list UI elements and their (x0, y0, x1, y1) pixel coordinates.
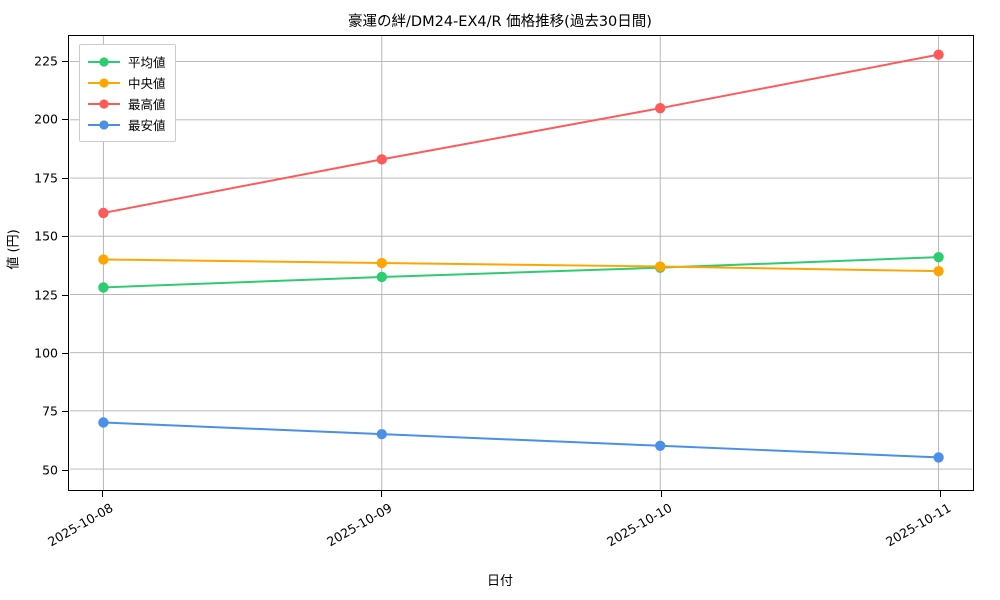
data-point-marker (933, 265, 944, 277)
legend-label: 最高値 (128, 97, 166, 112)
y-tick-mark (62, 177, 68, 179)
plot-area (68, 35, 974, 491)
data-point-marker (655, 261, 666, 272)
data-point-marker (376, 428, 387, 440)
data-point-marker (933, 452, 944, 463)
y-axis-tick-marks (0, 35, 68, 491)
legend-item-0[interactable]: 平均値 (87, 51, 166, 72)
series-line-3 (102, 421, 940, 459)
series-line-1 (102, 258, 940, 273)
data-point-marker (376, 271, 387, 283)
data-point-marker (655, 102, 666, 114)
x-tick-mark (660, 491, 662, 497)
y-tick-label: 175 (34, 170, 58, 186)
chart-legend: 平均値中央値最高値最安値 (79, 44, 176, 142)
chart-title: 豪運の絆/DM24-EX4/R 価格推移(過去30日間) (348, 14, 652, 30)
y-tick-label: 125 (34, 287, 58, 303)
y-tick-mark (62, 469, 68, 471)
y-tick-mark (62, 236, 68, 238)
legend-swatch-icon (88, 56, 120, 67)
y-tick-mark (62, 119, 68, 121)
legend-item-3[interactable]: 最安値 (87, 114, 166, 135)
x-tick-mark (381, 491, 383, 497)
x-axis-title: 日付 (486, 574, 513, 589)
y-axis-title: 値 (円) (6, 229, 22, 270)
x-tick-mark (101, 491, 103, 497)
legend-swatch-icon (88, 98, 120, 109)
y-tick-label: 150 (34, 228, 58, 244)
x-tick-label: 2025-10-09 (324, 500, 395, 550)
legend-swatch-icon (88, 119, 120, 130)
series-line-2 (102, 53, 940, 214)
y-tick-label: 225 (34, 53, 58, 69)
series-line-0 (102, 256, 940, 289)
legend-swatch-icon (88, 77, 120, 88)
data-point-marker (655, 440, 666, 451)
y-tick-mark (62, 411, 68, 413)
x-axis-tick-marks (68, 491, 974, 499)
y-tick-label: 200 (34, 111, 58, 127)
x-axis-tick-labels: 2025-10-08 2025-10-09 2025-10-10 2025-10-11 (45, 500, 974, 560)
x-tick-label: 2025-10-08 (44, 500, 116, 550)
data-point-marker (933, 49, 944, 60)
x-tick-label: 2025-10-10 (603, 500, 675, 550)
y-tick-mark (62, 60, 68, 62)
data-point-marker (98, 282, 109, 293)
x-tick-mark (940, 491, 942, 497)
data-point-marker (933, 251, 944, 263)
y-tick-label: 100 (34, 345, 58, 361)
y-tick-label: 75 (42, 403, 58, 419)
legend-label: 最安値 (128, 118, 166, 133)
data-point-marker (98, 207, 109, 219)
data-point-marker (376, 154, 387, 165)
y-tick-label: 50 (42, 462, 58, 478)
legend-item-1[interactable]: 中央値 (87, 72, 166, 93)
data-series-layer (98, 49, 944, 463)
legend-label: 中央値 (128, 76, 166, 91)
y-tick-mark (62, 294, 68, 296)
data-point-marker (376, 257, 387, 269)
legend-item-2[interactable]: 最高値 (87, 93, 166, 114)
data-point-marker (98, 254, 109, 265)
y-tick-mark (62, 353, 68, 355)
data-point-marker (98, 417, 109, 428)
x-tick-label: 2025-10-11 (883, 500, 954, 550)
y-axis-tick-labels: 50 75 100 125 150 175 200 225 (0, 35, 58, 491)
legend-label: 平均値 (128, 55, 166, 70)
